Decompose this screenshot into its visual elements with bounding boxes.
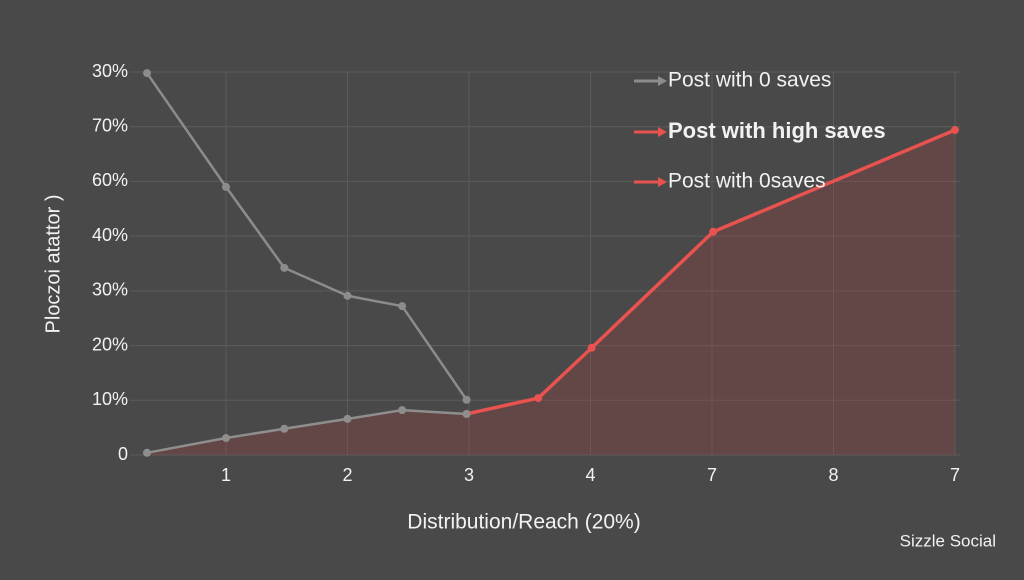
legend-arrowhead (658, 177, 667, 187)
point (143, 448, 152, 457)
point (709, 227, 718, 236)
x-axis-label: Distribution/Reach (20%) (407, 511, 640, 534)
point (343, 414, 352, 423)
line (145, 72, 468, 401)
x-tick-label: 8 (828, 465, 838, 485)
x-tick-label: 7 (950, 465, 960, 485)
point (398, 406, 407, 415)
y-tick-label: 20% (92, 334, 128, 354)
y-axis-label: Ploczoi atattor ) (42, 195, 64, 334)
point (462, 409, 471, 418)
point (343, 291, 352, 300)
x-tick-label: 2 (342, 465, 352, 485)
legend-label: Post with 0 saves (668, 69, 831, 92)
x-tick-label: 1 (221, 465, 231, 485)
legend-label: Post with 0saves (668, 170, 826, 193)
y-tick-label: 30% (92, 61, 128, 81)
x-tick-label: 3 (464, 465, 474, 485)
line (146, 408, 467, 455)
grid (130, 71, 960, 456)
point (534, 394, 543, 403)
point (143, 69, 152, 78)
legend-arrowhead (658, 127, 667, 137)
point (587, 343, 596, 352)
area (466, 129, 955, 456)
y-tick-label: 40% (92, 225, 128, 245)
point (951, 125, 959, 134)
legend: Post with 0 saves Post with high saves Pos… (634, 69, 886, 193)
x-tick-label: 4 (585, 465, 595, 485)
point (280, 263, 289, 272)
area (147, 410, 467, 455)
point (280, 424, 289, 433)
y-tick-label: 70% (92, 115, 128, 135)
watermark: Sizzle Social (900, 531, 996, 550)
y-tick-label: 10% (92, 389, 128, 409)
point (462, 395, 471, 404)
legend-label: Post with high saves (668, 118, 886, 143)
point (221, 182, 230, 191)
point (221, 434, 230, 443)
y-tick-label: 0 (118, 444, 128, 464)
x-tick-label: 7 (707, 465, 717, 485)
y-tick-label: 30% (92, 280, 128, 300)
y-tick-label: 60% (92, 170, 128, 190)
legend-arrowhead (658, 76, 667, 86)
point (398, 302, 407, 311)
